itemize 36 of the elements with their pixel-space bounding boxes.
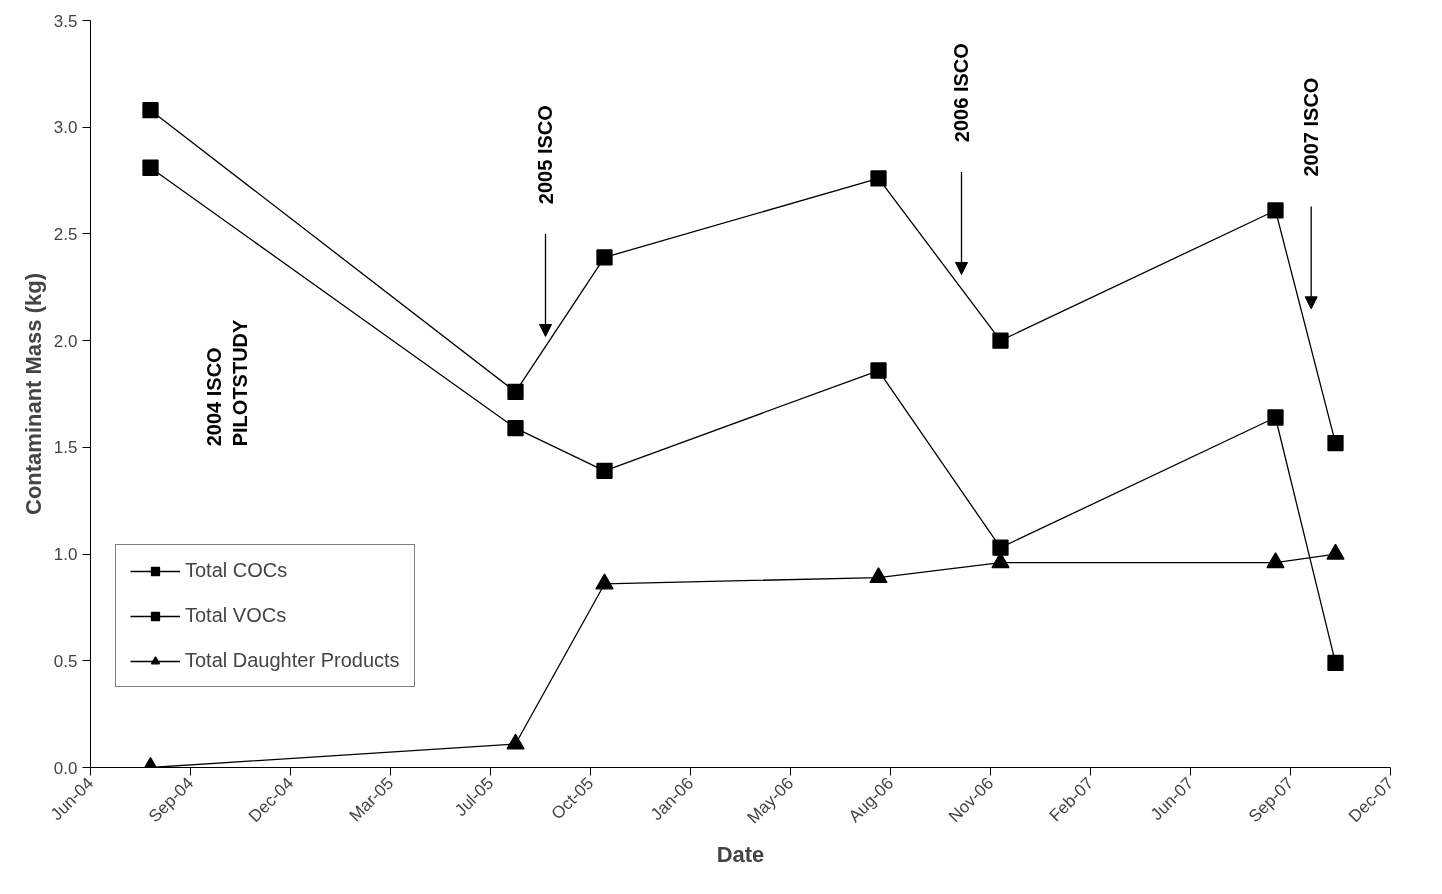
y-tick-label: 0.5 [53, 651, 78, 671]
point [870, 362, 887, 379]
point [596, 462, 613, 479]
y-tick-label: 3.5 [53, 11, 78, 31]
point [507, 383, 524, 401]
point [1267, 409, 1284, 426]
x-axis-title: Date [716, 842, 765, 868]
point [1266, 552, 1285, 569]
legend-label: Total Daughter Products [185, 649, 400, 672]
point [992, 332, 1009, 349]
point [870, 170, 887, 187]
y-tick-label: 3.0 [53, 118, 78, 138]
point [1327, 434, 1344, 452]
annotation: 2005 ISCO [534, 105, 557, 205]
y-tick-label: 1.5 [53, 438, 78, 458]
y-tick-label: 1.0 [53, 545, 78, 565]
point [595, 573, 614, 590]
point [1267, 202, 1284, 219]
y-tick-label: 2.0 [53, 331, 78, 351]
annotation: 2004 ISCO PILOTSTUDY [202, 318, 252, 447]
point [869, 567, 888, 584]
legend-label: Total VOCs [185, 604, 287, 627]
point [507, 420, 524, 437]
point [506, 733, 525, 750]
legend-label: Total COCs [185, 559, 288, 582]
annotation: 2006 ISCO [950, 43, 973, 143]
y-tick-label: 0.0 [53, 758, 78, 778]
point [596, 249, 613, 266]
y-tick-label: 2.5 [53, 224, 78, 244]
y-axis-title: Contaminant Mass (kg) [20, 272, 46, 516]
point [1327, 654, 1344, 672]
annotation: 2007 ISCO [1300, 77, 1323, 177]
point [142, 159, 159, 176]
point [992, 539, 1009, 556]
point [1326, 543, 1345, 560]
point [142, 101, 159, 119]
